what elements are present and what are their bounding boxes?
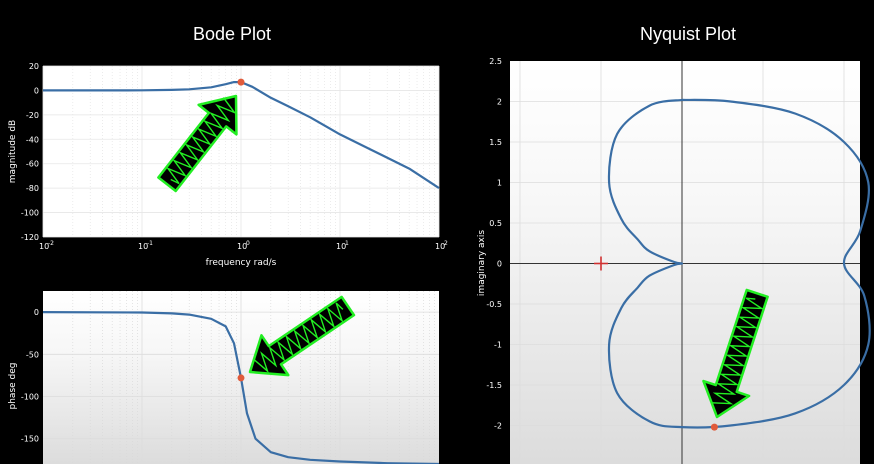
arrow-scribble (252, 302, 344, 374)
magnitude-x-tick-label: 10 (138, 242, 148, 251)
magnitude-y-tick-label: -20 (26, 111, 39, 120)
magnitude-y-tick-label: -80 (26, 184, 39, 193)
phase-series-line (42, 311, 440, 464)
magnitude-x-tick-exponent: 2 (444, 240, 448, 247)
magnitude-y-axis-label: magnitude dB (8, 120, 18, 183)
magnitude-x-tick-exponent: 1 (345, 240, 349, 247)
phase-y-tick-label: 0 (34, 308, 39, 317)
nyquist-plot-area (510, 61, 860, 464)
nyquist-marker (710, 423, 718, 431)
nyquist-y-axis-label: imaginary axis (477, 230, 487, 296)
nyquist-y-tick-label: 0.5 (489, 219, 502, 228)
magnitude-y-tick-label: -100 (21, 209, 39, 218)
arrow-body (248, 295, 356, 377)
phase-y-tick-label: -100 (21, 392, 39, 401)
magnitude-marker (237, 78, 245, 86)
nyquist-y-tick-label: 2 (497, 98, 502, 107)
bode-title: Bode Plot (193, 24, 272, 44)
magnitude-y-tick-label: -60 (26, 160, 39, 169)
magnitude-x-tick-label: 10 (39, 242, 49, 251)
nyquist-y-tick-label: 1 (497, 179, 502, 188)
nyquist-y-tick-label: 1.5 (489, 138, 502, 147)
magnitude-x-tick-exponent: -1 (147, 240, 153, 247)
magnitude-y-tick-label: -120 (21, 233, 39, 242)
nyquist-title: Nyquist Plot (640, 24, 737, 44)
phase-marker (237, 374, 245, 382)
nyquist-y-tick-label: -1.5 (486, 381, 502, 390)
magnitude-x-tick-label: 10 (435, 242, 445, 251)
phase-y-axis-label: phase deg (8, 363, 18, 410)
magnitude-x-axis-label: frequency rad/s (206, 258, 277, 268)
arrow-scribble (165, 97, 237, 185)
nyquist-y-tick-label: -0.5 (486, 300, 502, 309)
nyquist-y-tick-label: 0 (497, 260, 502, 269)
phase-y-tick-label: -50 (26, 350, 39, 359)
magnitude-x-tick-exponent: -2 (48, 240, 54, 247)
magnitude-y-tick-label: 0 (34, 86, 39, 95)
annotation-arrow-nyquist (702, 288, 769, 419)
magnitude-x-tick-exponent: 0 (246, 240, 250, 247)
annotation-arrow-magnitude (157, 94, 238, 193)
nyquist-y-tick-label: -2 (494, 422, 502, 431)
magnitude-x-tick-label: 10 (237, 242, 247, 251)
nyquist-y-tick-label: 2.5 (489, 57, 502, 66)
magnitude-y-tick-label: -40 (26, 135, 39, 144)
nyquist-series-line (607, 98, 871, 429)
arrow-scribble (712, 297, 765, 405)
magnitude-y-tick-label: 20 (29, 62, 39, 71)
phase-y-tick-label: -150 (21, 435, 39, 444)
magnitude-x-tick-label: 10 (336, 242, 346, 251)
annotation-arrow-phase (248, 295, 356, 377)
nyquist-y-tick-label: -1 (494, 341, 502, 350)
